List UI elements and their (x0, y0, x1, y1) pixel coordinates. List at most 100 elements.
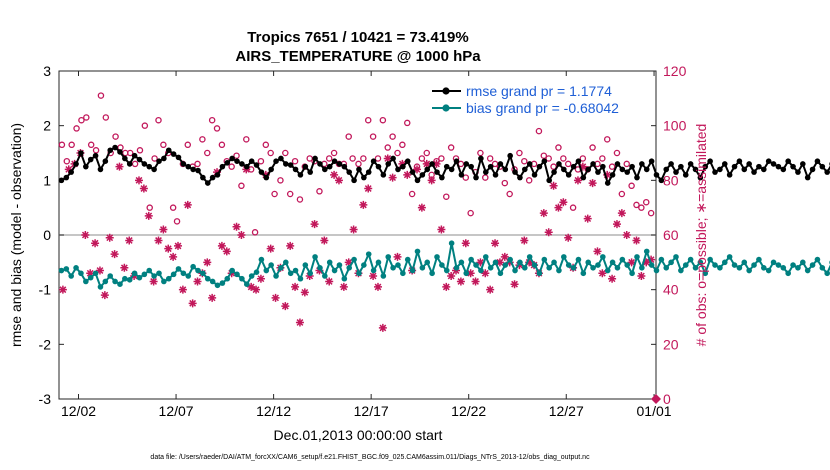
bias-point (731, 262, 738, 268)
bias-point (487, 265, 494, 271)
rmse-point (517, 174, 523, 181)
obs-possible-marker (403, 119, 411, 127)
rmse-point (634, 174, 640, 181)
rmse-point (165, 147, 172, 154)
obs-possible-marker (608, 163, 616, 170)
obs-assimilated-marker (393, 252, 402, 261)
obs-possible-marker (418, 155, 426, 162)
obs-assimilated-marker (378, 323, 387, 332)
obs-assimilated-marker (344, 258, 353, 267)
rmse-point (443, 163, 450, 170)
footnote: data file: /Users/raeder/DAI/ATM_forcXX/… (150, 454, 590, 461)
rmse-point (146, 163, 153, 170)
rmse-point (409, 169, 416, 175)
bias-point (63, 266, 70, 272)
obs-possible-marker (73, 125, 80, 132)
rmse-point (497, 161, 504, 167)
rmse-point (180, 161, 187, 167)
obs-possible-marker (194, 160, 201, 168)
bias-point (165, 275, 172, 282)
rmse-point (473, 174, 479, 181)
rmse-point (156, 158, 162, 164)
rmse-point (414, 177, 421, 184)
rmse-point (682, 172, 689, 178)
rmse-point (785, 158, 791, 164)
obs-assimilated-marker (495, 258, 504, 267)
rmse-point (765, 158, 772, 164)
rmse-point (673, 169, 679, 175)
bias-point (502, 262, 509, 268)
obs-assimilated-marker (58, 285, 67, 294)
rmse-point (380, 172, 387, 178)
bias-point (521, 265, 528, 271)
obs-possible-marker (92, 147, 100, 154)
y-right-tick-label: 100 (663, 118, 687, 134)
obs-possible-marker (462, 174, 470, 181)
bias-point (546, 265, 552, 271)
y-axis-label: rmse and bias (model - observation) (8, 123, 24, 347)
rmse-point (678, 163, 684, 170)
obs-assimilated-marker (612, 220, 621, 229)
bias-point (590, 265, 596, 271)
obs-assimilated-marker (120, 263, 129, 272)
bias-point (482, 254, 489, 260)
rmse-point (736, 158, 743, 164)
rmse-point (756, 163, 762, 170)
bias-point (356, 270, 362, 277)
bias-point (73, 265, 79, 271)
bias-point (692, 265, 699, 271)
obs-possible-marker (408, 190, 416, 198)
rmse-point (204, 180, 211, 186)
obs-possible-marker (599, 155, 606, 162)
bias-point (624, 262, 631, 268)
legend-rmse-marker (442, 87, 450, 95)
bias-point (317, 265, 323, 271)
bias-point (400, 270, 406, 277)
axis-ticks: -3 -2 -1 0 1 2 3 0 20 40 60 80 100 120 12/02 12/07 12/12… (39, 63, 687, 419)
bias-point (126, 277, 133, 283)
rmse-point (73, 161, 79, 167)
obs-possible-marker (535, 127, 543, 135)
obs-possible-marker (540, 152, 548, 159)
bias-point (136, 274, 143, 281)
rmse-point (63, 174, 70, 181)
bias-point (756, 256, 762, 263)
rmse-point (717, 166, 723, 173)
bias-point (419, 265, 426, 271)
obs-assimilated-marker (598, 269, 607, 278)
rmse-point (434, 169, 440, 175)
bias-point (239, 275, 245, 282)
obs-possible-marker (399, 141, 406, 149)
bias-point (478, 267, 484, 274)
bias-point (517, 259, 523, 266)
obs-possible-marker (379, 116, 387, 124)
rmse-point (712, 169, 718, 175)
bias-point (443, 267, 450, 274)
bias-point (243, 281, 250, 288)
rmse-point (253, 162, 260, 168)
obs-possible-marker (360, 155, 367, 162)
rmse-point (482, 169, 489, 175)
obs-possible-marker (330, 149, 338, 157)
bias-point (341, 275, 348, 282)
rmse-point (97, 166, 104, 173)
obs-assimilated-marker (256, 274, 265, 283)
bias-point (365, 251, 372, 257)
rmse-point (468, 163, 474, 170)
bias-point (78, 270, 84, 277)
obs-possible-marker (569, 204, 577, 211)
obs-assimilated-marker (632, 236, 641, 245)
bias-point (161, 278, 167, 285)
bias-point (180, 270, 187, 277)
obs-possible-marker (102, 114, 110, 121)
rmse-point (814, 158, 821, 164)
rmse-point (600, 163, 606, 170)
obs-possible-marker (204, 149, 211, 157)
bias-series (58, 240, 830, 290)
rmse-point (800, 161, 806, 167)
x-axis-label: Dec.01,2013 00:00:00 start (274, 427, 443, 443)
obs-assimilated-marker (427, 176, 436, 185)
obs-assimilated-marker (637, 272, 646, 280)
bias-point (370, 267, 377, 274)
obs-possible-marker (501, 179, 509, 187)
